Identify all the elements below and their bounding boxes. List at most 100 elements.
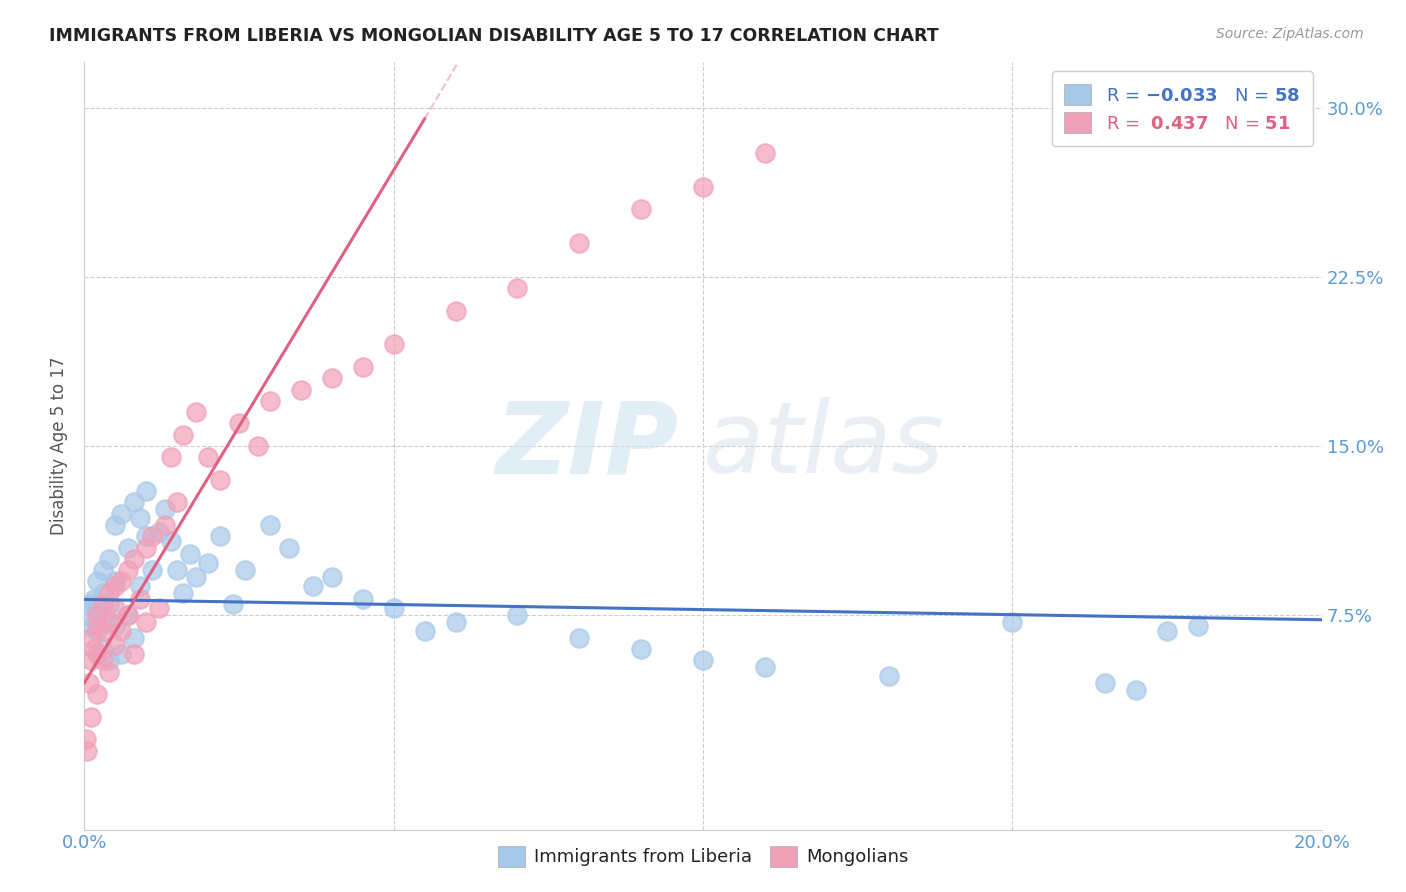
Point — [352, 359, 374, 374]
Point — [290, 383, 312, 397]
Point — [91, 642, 114, 657]
Point — [148, 524, 170, 539]
Point — [110, 624, 132, 638]
Point — [184, 570, 207, 584]
Point — [184, 405, 207, 419]
Point — [83, 592, 105, 607]
Point — [104, 601, 127, 615]
Point — [91, 624, 114, 638]
Point — [104, 574, 127, 589]
Point — [135, 541, 157, 555]
Point — [86, 647, 108, 661]
Point — [129, 511, 152, 525]
Point — [444, 303, 467, 318]
Point — [413, 624, 436, 638]
Point — [86, 608, 108, 623]
Point — [104, 638, 127, 652]
Point — [172, 585, 194, 599]
Point — [135, 484, 157, 499]
Point — [104, 518, 127, 533]
Point — [1094, 676, 1116, 690]
Point — [91, 653, 114, 667]
Point — [166, 563, 188, 577]
Point — [91, 597, 114, 611]
Point — [568, 235, 591, 250]
Point — [321, 371, 343, 385]
Point — [86, 601, 108, 615]
Point — [1187, 619, 1209, 633]
Point — [1156, 624, 1178, 638]
Point — [630, 202, 652, 216]
Point — [79, 676, 101, 690]
Point — [129, 592, 152, 607]
Text: IMMIGRANTS FROM LIBERIA VS MONGOLIAN DISABILITY AGE 5 TO 17 CORRELATION CHART: IMMIGRANTS FROM LIBERIA VS MONGOLIAN DIS… — [49, 27, 939, 45]
Point — [141, 563, 163, 577]
Point — [197, 450, 219, 465]
Point — [135, 615, 157, 629]
Point — [110, 574, 132, 589]
Point — [141, 529, 163, 543]
Point — [98, 653, 121, 667]
Text: atlas: atlas — [703, 398, 945, 494]
Point — [160, 450, 183, 465]
Point — [91, 563, 114, 577]
Point — [259, 393, 281, 408]
Text: Source: ZipAtlas.com: Source: ZipAtlas.com — [1216, 27, 1364, 41]
Point — [692, 179, 714, 194]
Point — [129, 579, 152, 593]
Point — [104, 579, 127, 593]
Point — [79, 631, 101, 645]
Point — [692, 653, 714, 667]
Point — [91, 585, 114, 599]
Point — [228, 417, 250, 431]
Point — [86, 574, 108, 589]
Point — [321, 570, 343, 584]
Point — [302, 579, 325, 593]
Point — [754, 145, 776, 160]
Point — [153, 502, 176, 516]
Point — [754, 660, 776, 674]
Point — [233, 563, 256, 577]
Point — [166, 495, 188, 509]
Point — [98, 585, 121, 599]
Point — [117, 608, 139, 623]
Point — [160, 533, 183, 548]
Point — [86, 687, 108, 701]
Point — [83, 642, 105, 657]
Legend: R = $\mathbf{-0.033}$   N = $\mathbf{58}$, R =  $\mathbf{0.437}$   N = $\mathbf{: R = $\mathbf{-0.033}$ N = $\mathbf{58}$,… — [1052, 71, 1313, 145]
Point — [259, 518, 281, 533]
Point — [568, 631, 591, 645]
Point — [172, 427, 194, 442]
Point — [444, 615, 467, 629]
Point — [76, 608, 98, 623]
Point — [75, 732, 97, 747]
Point — [117, 608, 139, 623]
Point — [79, 597, 101, 611]
Point — [382, 337, 405, 351]
Point — [1001, 615, 1024, 629]
Point — [630, 642, 652, 657]
Point — [506, 281, 529, 295]
Point — [76, 743, 98, 757]
Point — [122, 551, 145, 566]
Point — [179, 547, 201, 561]
Point — [79, 653, 101, 667]
Point — [209, 529, 232, 543]
Point — [153, 518, 176, 533]
Point — [98, 551, 121, 566]
Point — [91, 615, 114, 629]
Point — [122, 495, 145, 509]
Point — [98, 615, 121, 629]
Point — [79, 619, 101, 633]
Point — [79, 710, 101, 724]
Point — [506, 608, 529, 623]
Point — [86, 619, 108, 633]
Point — [148, 601, 170, 615]
Point — [277, 541, 299, 555]
Legend: Immigrants from Liberia, Mongolians: Immigrants from Liberia, Mongolians — [491, 838, 915, 874]
Point — [110, 507, 132, 521]
Point — [86, 624, 108, 638]
Point — [117, 541, 139, 555]
Point — [122, 631, 145, 645]
Point — [222, 597, 245, 611]
